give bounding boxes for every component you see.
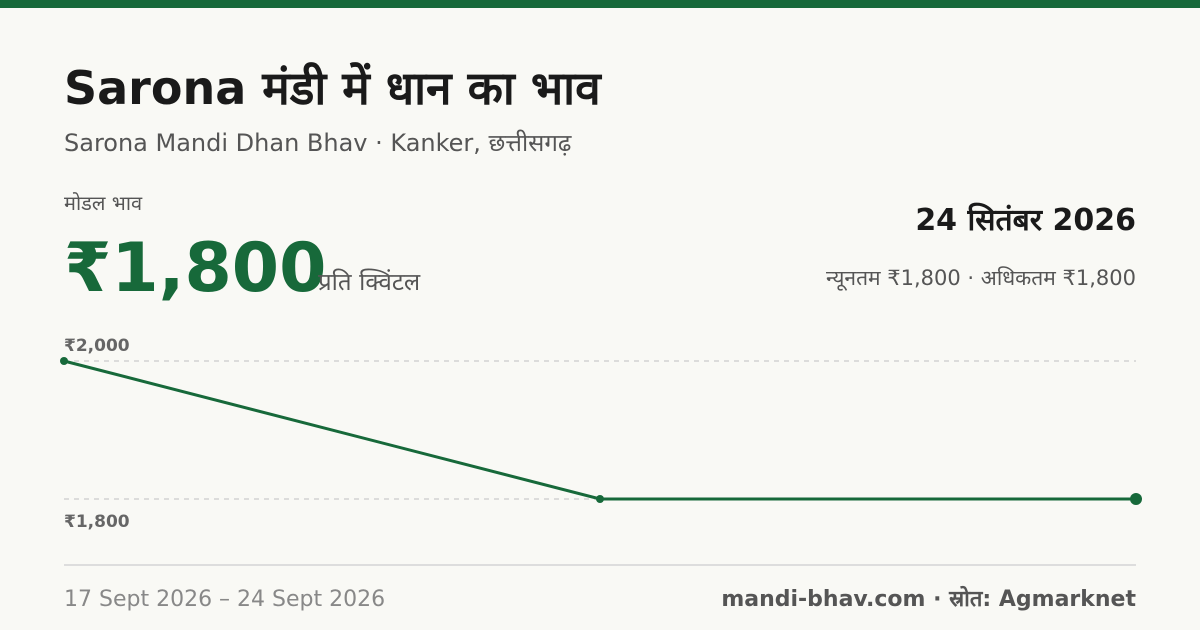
price-range: न्यूनतम ₹1,800 · अधिकतम ₹1,800 bbox=[826, 266, 1136, 291]
date: 24 सितंबर 2026 bbox=[915, 202, 1136, 238]
y-tick-label: ₹1,800 bbox=[64, 512, 130, 532]
y-tick-label: ₹2,000 bbox=[64, 336, 130, 356]
modal-label: मोडल भाव bbox=[64, 191, 143, 215]
point bbox=[1130, 493, 1142, 505]
title: Sarona मंडी में धान का भाव bbox=[64, 61, 602, 115]
modal-price: ₹1,800 bbox=[64, 229, 326, 308]
footer-dates: 17 Sept 2026 – 24 Sept 2026 bbox=[64, 587, 385, 612]
point bbox=[60, 357, 68, 365]
point bbox=[596, 495, 604, 503]
source: mandi-bhav.com · स्रोत: Agmarknet bbox=[721, 585, 1136, 612]
subtitle: Sarona Mandi Dhan Bhav · Kanker, छत्तीसग… bbox=[64, 129, 572, 157]
top-bar bbox=[0, 0, 1200, 8]
unit: प्रति क्विंटल bbox=[318, 268, 421, 296]
